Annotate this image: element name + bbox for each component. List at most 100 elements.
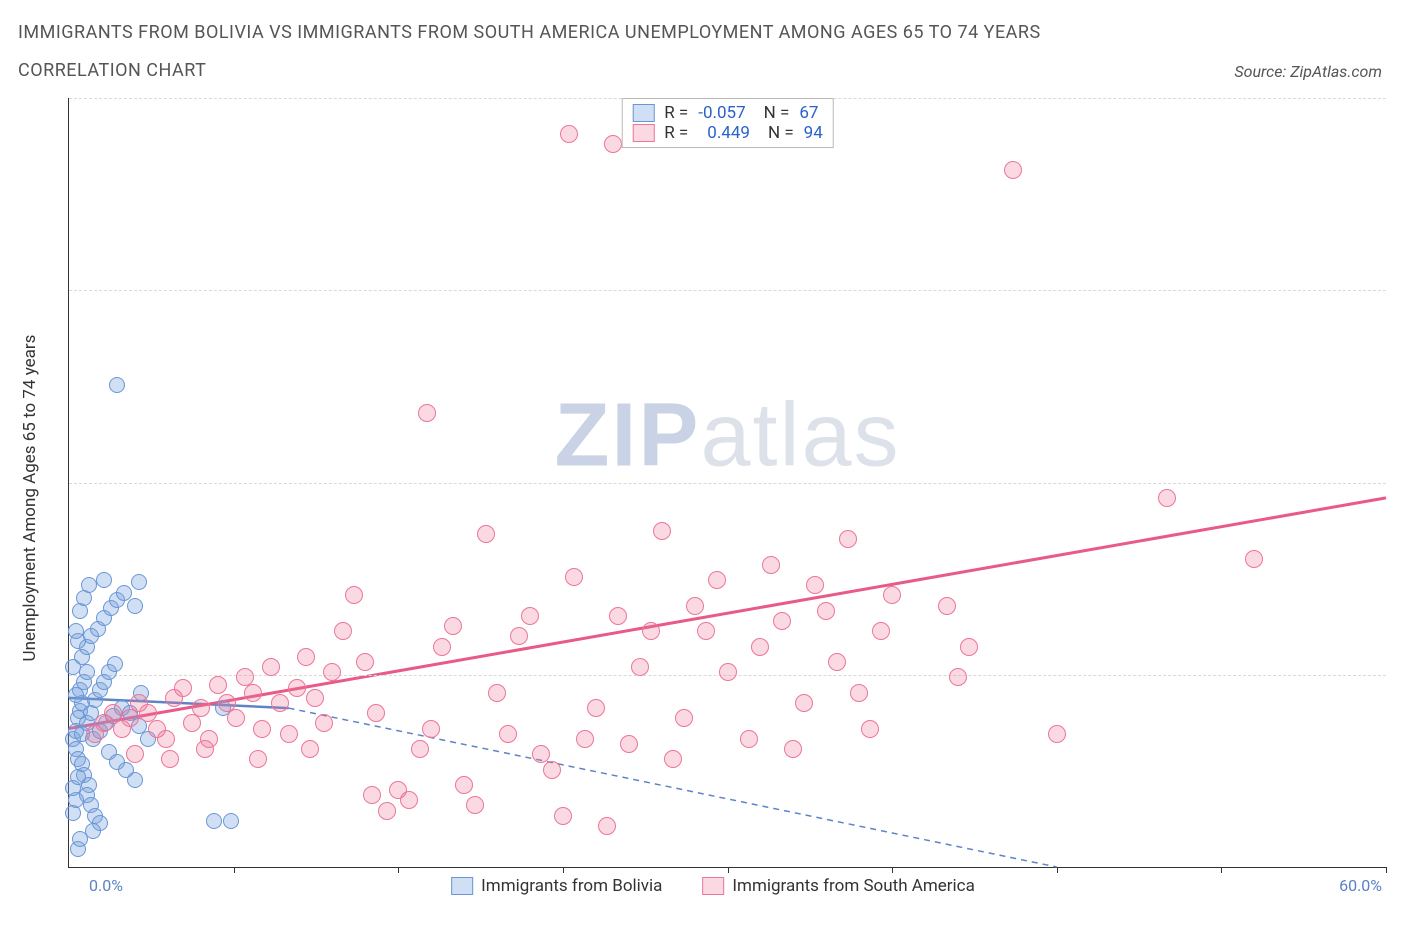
data-point (127, 598, 143, 614)
data-point (206, 813, 222, 829)
data-point (604, 135, 622, 153)
data-point (708, 571, 726, 589)
plot-wrap: Unemployment Among Ages 65 to 74 years Z… (40, 98, 1386, 898)
data-point (363, 786, 381, 804)
plot-area: ZIPatlas R = -0.057 N = 67 R = 0.449 N =… (68, 98, 1386, 868)
data-point (784, 740, 802, 758)
data-point (249, 750, 267, 768)
data-point (960, 638, 978, 656)
data-point (510, 627, 528, 645)
gridline (69, 483, 1386, 484)
data-point (664, 750, 682, 768)
data-point (740, 730, 758, 748)
data-point (1048, 725, 1066, 743)
data-point (68, 623, 84, 639)
data-point (817, 602, 835, 620)
legend-n-label-1: N = (768, 123, 794, 143)
data-point (131, 574, 147, 590)
data-point (315, 714, 333, 732)
data-point (587, 699, 605, 717)
data-point (697, 622, 715, 640)
data-point (598, 817, 616, 835)
data-point (773, 612, 791, 630)
data-point (751, 638, 769, 656)
source-label: Source: ZipAtlas.com (1234, 62, 1382, 81)
data-point (839, 530, 857, 548)
data-point (65, 659, 81, 675)
x-max-label: 60.0% (1339, 876, 1382, 895)
y-tick-label: 30.0% (1390, 89, 1406, 108)
data-point (109, 377, 125, 393)
data-point (70, 769, 86, 785)
legend-series-label-1: Immigrants from South America (732, 876, 974, 896)
data-point (126, 745, 144, 763)
data-point (280, 725, 298, 743)
data-point (367, 704, 385, 722)
watermark: ZIPatlas (554, 385, 900, 488)
data-point (288, 679, 306, 697)
data-point (554, 807, 572, 825)
data-point (411, 740, 429, 758)
chart-title-2: CORRELATION CHART (18, 60, 206, 81)
data-point (642, 622, 660, 640)
x-tick (1386, 867, 1387, 873)
watermark-zip: ZIP (554, 386, 700, 486)
data-point (433, 638, 451, 656)
data-point (565, 568, 583, 586)
data-point (1004, 161, 1022, 179)
data-point (127, 772, 143, 788)
data-point (161, 750, 179, 768)
x-tick (563, 867, 564, 873)
data-point (444, 617, 462, 635)
data-point (949, 668, 967, 686)
legend-r-label-0: R = (664, 103, 688, 123)
legend-series-item-0: Immigrants from Bolivia (451, 876, 662, 896)
data-point (378, 802, 396, 820)
data-point (872, 622, 890, 640)
data-point (762, 556, 780, 574)
data-point (543, 761, 561, 779)
y-tick-label: 7.5% (1390, 665, 1406, 684)
data-point (806, 576, 824, 594)
x-tick (728, 867, 729, 873)
data-point (422, 720, 440, 738)
data-point (345, 586, 363, 604)
y-axis-title: Unemployment Among Ages 65 to 74 years (20, 335, 40, 662)
x-tick (398, 867, 399, 873)
data-point (675, 709, 693, 727)
x-tick (1221, 867, 1222, 873)
data-point (297, 648, 315, 666)
data-point (209, 676, 227, 694)
data-point (499, 725, 517, 743)
data-point (323, 663, 341, 681)
data-point (227, 709, 245, 727)
data-point (455, 776, 473, 794)
data-point (861, 720, 879, 738)
legend-stats-row-1: R = 0.449 N = 94 (632, 123, 823, 143)
data-point (1158, 489, 1176, 507)
data-point (560, 125, 578, 143)
legend-series-label-0: Immigrants from Bolivia (481, 876, 662, 896)
data-point (301, 740, 319, 758)
data-point (521, 607, 539, 625)
y-tick-label: 22.5% (1390, 281, 1406, 300)
data-point (107, 656, 123, 672)
data-point (795, 694, 813, 712)
gridline (69, 290, 1386, 291)
data-point (620, 735, 638, 753)
legend-swatch-blue-2 (451, 877, 473, 895)
data-point (631, 658, 649, 676)
data-point (719, 663, 737, 681)
x-tick (234, 867, 235, 873)
data-point (96, 572, 112, 588)
data-point (488, 684, 506, 702)
watermark-atlas: atlas (700, 386, 900, 486)
data-point (653, 522, 671, 540)
x-min-label: 0.0% (89, 876, 123, 895)
legend-r-label-1: R = (664, 123, 688, 143)
data-point (883, 586, 901, 604)
data-point (174, 679, 192, 697)
legend-n-val-0: 67 (799, 103, 818, 123)
data-point (121, 709, 139, 727)
data-point (223, 813, 239, 829)
